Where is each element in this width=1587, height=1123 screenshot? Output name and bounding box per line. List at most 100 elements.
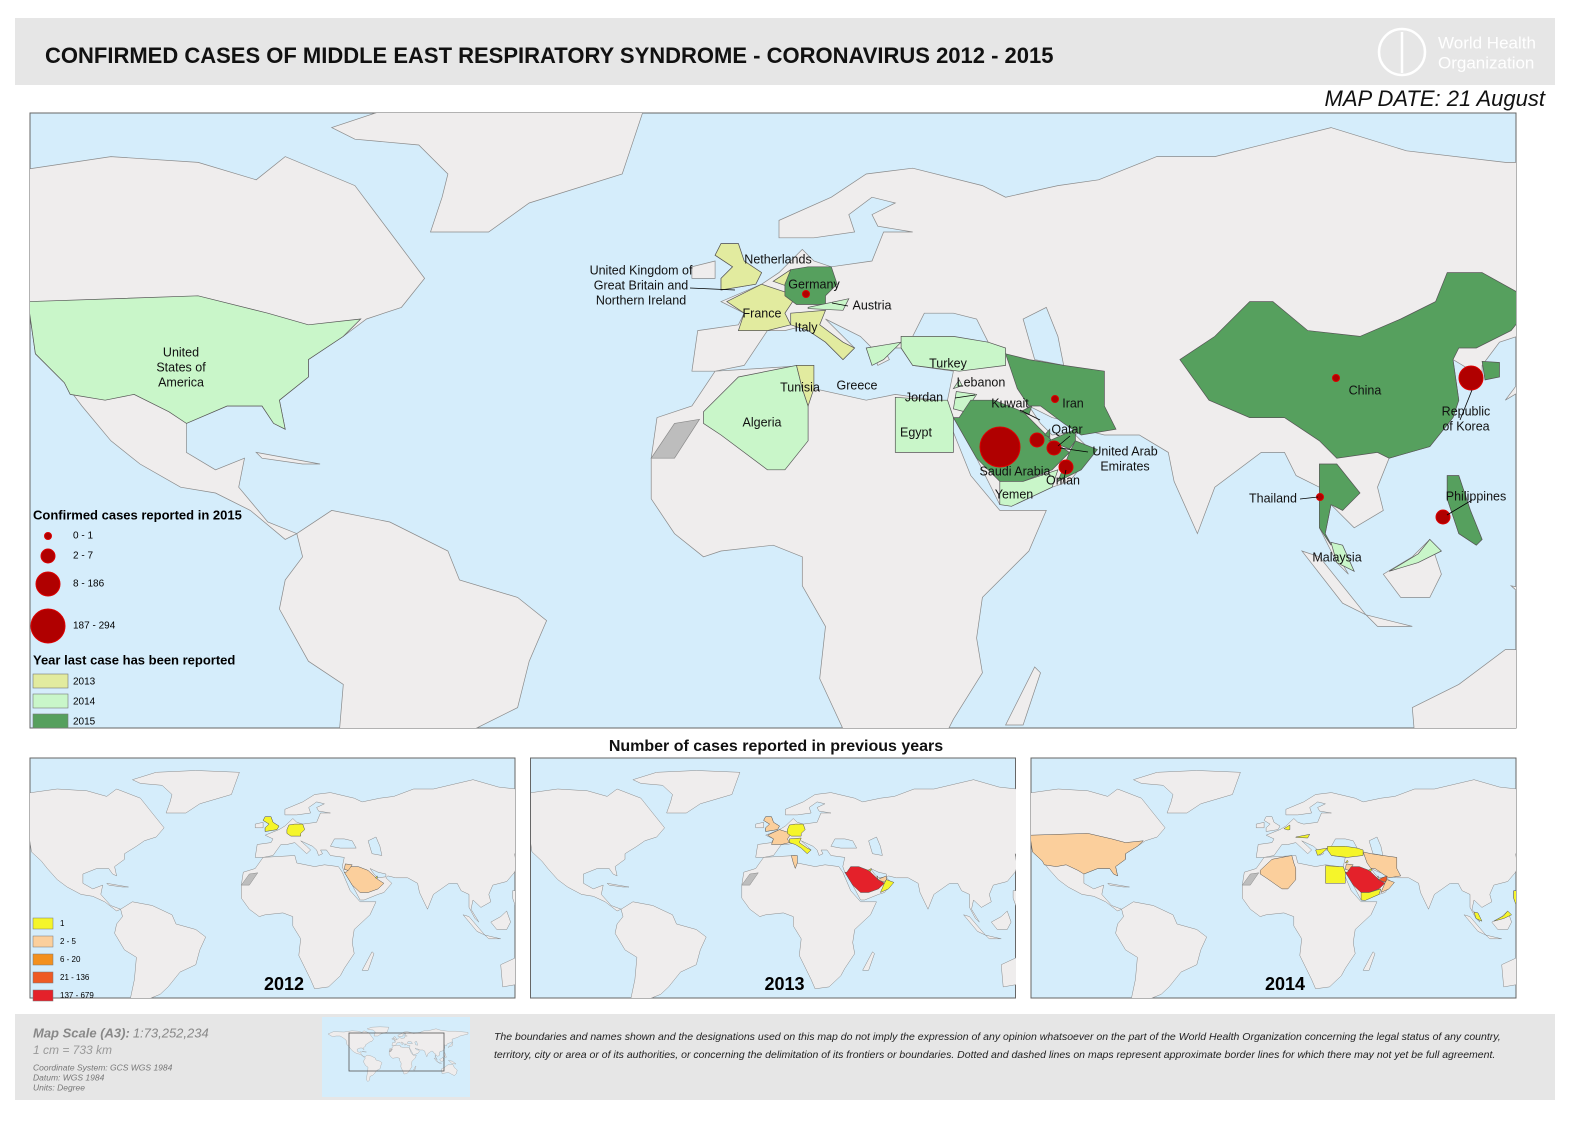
country — [999, 469, 1059, 507]
country — [1513, 890, 1516, 906]
land — [1012, 890, 1016, 907]
country — [286, 823, 305, 837]
legend-label: 2014 — [73, 697, 96, 708]
legend-bubble — [44, 532, 52, 540]
country — [1031, 833, 1145, 877]
legend-swatch — [32, 673, 69, 689]
overview-extent — [348, 1032, 445, 1072]
country — [790, 309, 856, 361]
country-label: Republic — [1442, 404, 1491, 418]
land — [1509, 585, 1516, 591]
disputed-area — [741, 872, 759, 886]
country-label: Austria — [853, 298, 892, 312]
country — [1375, 875, 1379, 879]
legend-swatch — [32, 693, 69, 709]
disputed-area — [1241, 872, 1260, 886]
water — [414, 1040, 418, 1046]
country — [343, 866, 385, 893]
country-label: Oman — [1046, 473, 1080, 487]
country — [866, 868, 872, 872]
header-bar — [15, 18, 1555, 85]
water — [1022, 306, 1065, 366]
case-bubble — [1051, 395, 1059, 403]
disputed-area — [388, 1048, 393, 1052]
land — [755, 779, 1016, 923]
land — [862, 951, 875, 971]
country — [1179, 272, 1516, 459]
country — [790, 855, 798, 870]
land — [691, 260, 716, 279]
legend-swatch — [32, 953, 54, 966]
land — [30, 788, 165, 912]
country — [879, 879, 895, 893]
scale-value: 1:73,252,234 — [133, 1025, 209, 1040]
country — [807, 298, 850, 311]
country — [1330, 541, 1355, 573]
who-emblem — [1377, 27, 1427, 77]
country-label: Netherlands — [744, 252, 811, 266]
country — [763, 816, 780, 832]
country-label: America — [158, 375, 204, 389]
country-label: Jordan — [905, 390, 943, 404]
legend-label: 2013 — [73, 677, 96, 688]
land — [1115, 901, 1208, 998]
map-metadata: Datum: WGS 1984 — [33, 1072, 105, 1082]
legend-label: 1 — [60, 919, 65, 928]
land — [1263, 816, 1281, 832]
org-name: World Health — [1438, 33, 1536, 52]
country — [344, 863, 353, 871]
country-label: Saudi Arabia — [980, 464, 1051, 478]
water — [406, 1041, 413, 1044]
land — [413, 1065, 417, 1071]
land — [363, 1055, 383, 1082]
leader-line — [1019, 409, 1041, 421]
country — [784, 266, 838, 305]
country-label: Philippines — [1446, 489, 1506, 503]
country — [953, 391, 978, 413]
country — [1019, 405, 1033, 416]
country-label: France — [743, 306, 782, 320]
land — [1485, 934, 1502, 940]
land — [1533, 841, 1557, 867]
country-label: Lebanon — [957, 375, 1006, 389]
country-label: United Kingdom of — [590, 263, 693, 277]
country — [1325, 865, 1346, 884]
country — [865, 341, 903, 366]
water — [369, 867, 387, 879]
overview-map — [327, 1026, 469, 1082]
land — [131, 770, 240, 814]
country-label: Kuwait — [991, 396, 1029, 410]
land — [1362, 951, 1376, 971]
inset-map — [531, 770, 1016, 998]
case-bubble — [1458, 365, 1484, 391]
country — [1327, 846, 1364, 858]
country-label: United Arab — [1092, 444, 1157, 458]
case-bubble — [1029, 432, 1045, 448]
leader-line — [1299, 496, 1319, 500]
land — [254, 821, 264, 829]
land — [361, 1050, 367, 1053]
country — [714, 243, 763, 291]
inset-map — [1031, 770, 1557, 998]
country — [374, 875, 378, 879]
legend-bubble — [40, 548, 56, 564]
country — [30, 295, 362, 430]
country — [796, 365, 815, 408]
country — [1493, 910, 1513, 922]
country — [1259, 855, 1297, 890]
leader-line — [954, 394, 976, 399]
country-label: Germany — [788, 277, 840, 291]
legend-bubble — [35, 571, 61, 597]
country — [789, 837, 812, 855]
map-metadata: Units: Degree — [33, 1082, 85, 1092]
land — [114, 901, 207, 998]
water — [367, 836, 383, 856]
case-bubble — [979, 426, 1021, 468]
insets-title: Number of cases reported in previous yea… — [609, 738, 943, 755]
legend-swatch — [32, 713, 69, 729]
scale-label: Map Scale (A3): — [33, 1025, 130, 1040]
country — [1345, 863, 1354, 871]
map-date: MAP DATE: 21 August — [1325, 86, 1546, 111]
legend-title: Confirmed cases reported in 2015 — [33, 507, 242, 522]
